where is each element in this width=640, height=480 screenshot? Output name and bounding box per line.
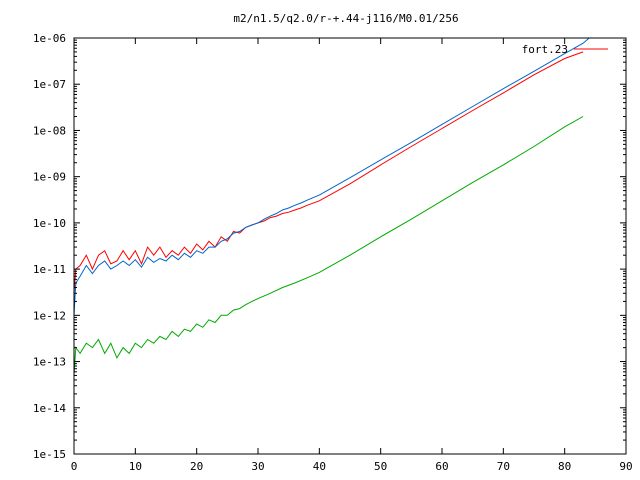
series-line-2 (73, 37, 590, 316)
y-tick-label: 1e-13 (33, 356, 66, 369)
x-tick-label: 0 (71, 460, 78, 473)
x-tick-label: 90 (619, 460, 632, 473)
legend: fort.23 (522, 43, 608, 56)
chart-title: m2/n1.5/q2.0/r-+.44-j116/M0.01/256 (233, 12, 458, 25)
y-tick-label: 1e-07 (33, 78, 66, 91)
y-tick-label: 1e-14 (33, 402, 66, 415)
axes-layer: 0 10 20 30 40 50 60 70 80 90 1e-15 1e-14 1e-13 1e-12 1… (33, 32, 633, 473)
series-line-3 (73, 116, 584, 376)
y-tick-label: 1e-06 (33, 32, 66, 45)
x-tick-label: 80 (558, 460, 571, 473)
x-tick-label: 30 (251, 460, 264, 473)
x-tick-label: 10 (129, 460, 142, 473)
legend-label: fort.23 (522, 43, 568, 56)
y-tick-label: 1e-10 (33, 217, 66, 230)
y-tick-label: 1e-08 (33, 124, 66, 137)
x-tick-label: 60 (435, 460, 448, 473)
y-tick-label: 1e-09 (33, 171, 66, 184)
y-tick-label: 1e-11 (33, 263, 66, 276)
x-tick-label: 20 (190, 460, 203, 473)
series-line-1 (73, 51, 584, 294)
y-tick-label: 1e-15 (33, 448, 66, 461)
x-tick-label: 40 (313, 460, 326, 473)
x-tick-label: 50 (374, 460, 387, 473)
y-tick-label: 1e-12 (33, 309, 66, 322)
series-layer (73, 37, 590, 376)
plot-frame (73, 37, 627, 455)
x-tick-label: 70 (497, 460, 510, 473)
